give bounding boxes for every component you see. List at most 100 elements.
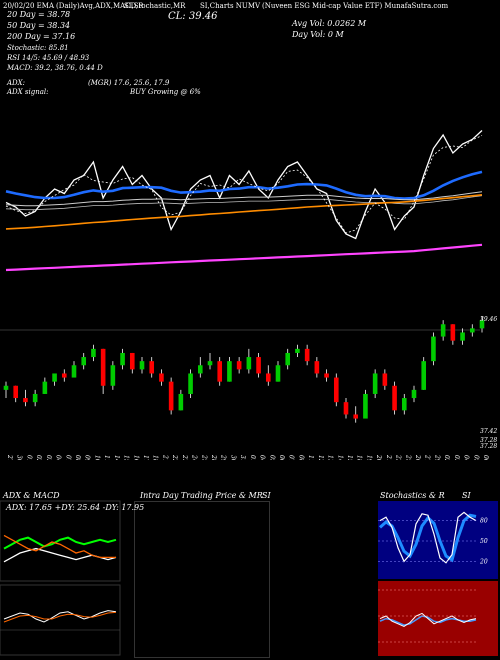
candle-body — [52, 373, 57, 382]
price-axis-label: 37.28 — [480, 443, 497, 450]
candle-body — [265, 373, 271, 382]
candle-body — [188, 373, 193, 394]
date-tick-label: 13 Nov — [327, 455, 334, 460]
date-tick-label: 24 Oct — [191, 454, 198, 460]
date-tick-label: 03 Dec — [453, 455, 460, 460]
adx-values: (MGR) 17.6, 25.6, 17.9 — [88, 79, 170, 87]
stoch-level-label: 20 — [479, 558, 488, 565]
candle-body — [450, 324, 456, 341]
date-tick-label: 15 Oct — [123, 455, 130, 460]
date-tick-label: 28 Oct — [210, 454, 217, 460]
candle-body — [42, 381, 48, 394]
macd-box — [0, 584, 121, 656]
stoch-level-label: 80 — [480, 518, 488, 525]
candle-body — [217, 361, 223, 382]
price-smooth-line — [5, 135, 483, 234]
candle-body — [207, 361, 213, 366]
date-tick-label: 20 Nov — [375, 454, 382, 460]
candle-body — [440, 324, 446, 337]
adx-box — [0, 500, 121, 582]
candle-body — [401, 398, 407, 411]
candle-body — [431, 336, 436, 362]
date-tick-label: 30 Sep — [16, 455, 23, 460]
date-tick-label: 16 Oct — [132, 455, 139, 460]
rsi-fast-line — [379, 612, 477, 627]
ema-slow-line — [5, 243, 483, 272]
date-tick-label: 04 Dec — [463, 455, 470, 460]
price-line — [5, 130, 483, 240]
date-tick-label: 15 Nov — [346, 455, 353, 460]
candle-body — [3, 385, 9, 390]
date-tick-label: 18 Oct — [152, 455, 159, 460]
candle-body — [460, 332, 465, 341]
candle-body — [110, 365, 116, 386]
stoch-level-label: 50 — [480, 538, 488, 545]
candle-body — [236, 361, 242, 370]
candle-body — [149, 361, 155, 374]
adx-signal-value: BUY Growing @ 6% — [130, 88, 201, 96]
date-tick-label: 22 Nov — [395, 454, 402, 460]
ma50-readout: 50 Day = 38.34 — [7, 21, 71, 30]
date-tick-label: 18 Nov — [356, 455, 363, 460]
date-tick-label: 11 Nov — [307, 455, 314, 460]
date-tick-label: 04 Nov — [259, 455, 266, 460]
stochastic-readout: Stochastic: 85.81 — [7, 44, 69, 52]
candle-body — [285, 352, 291, 366]
date-tick-label: 27 Nov — [424, 454, 431, 460]
candle-body — [178, 393, 184, 411]
date-tick-label: 05 Dec — [472, 455, 479, 460]
macd-signal-line — [3, 611, 117, 623]
date-tick-label: 08 Oct — [74, 455, 81, 460]
date-tick-label: 29 Oct — [220, 454, 227, 460]
date-tick-label: 06 Dec — [482, 455, 489, 460]
candle-body — [411, 389, 417, 399]
date-tick-label: 14 Oct — [113, 455, 120, 460]
adx-label: ADX: — [7, 79, 26, 87]
candle-body — [139, 361, 145, 370]
stoch-slow-line — [378, 513, 477, 563]
date-tick-label: 10 Oct — [93, 455, 100, 460]
date-tick-label: 02 Oct — [35, 455, 42, 460]
ema-mid-line — [5, 194, 483, 230]
candle-body — [479, 320, 485, 329]
date-tick-label: 19 Nov — [365, 455, 372, 460]
price-axis-label: 37.42 — [480, 428, 497, 435]
date-tick-label: 17 Oct — [142, 455, 149, 460]
candle-body — [13, 385, 19, 399]
adx-signal-label: ADX signal: — [7, 88, 49, 96]
candle-body — [61, 373, 67, 378]
candle-body — [91, 348, 96, 358]
date-tick-label: 21 Nov — [385, 454, 392, 460]
candle-body — [372, 373, 378, 394]
ema-fast-line — [5, 170, 483, 200]
candle-body — [343, 402, 349, 415]
date-tick-label: 02 Dec — [443, 455, 450, 460]
header-ema-label: 20/02/20 EMA — [3, 2, 54, 10]
candle-body — [295, 348, 300, 353]
date-tick-label: 04 Oct — [55, 455, 62, 460]
plus-dy-line — [3, 536, 117, 550]
intraday-panel — [134, 501, 270, 658]
date-tick-label: 23 Oct — [181, 454, 188, 460]
date-tick-label: 25 Nov — [404, 454, 411, 460]
ma200-readout: 200 Day = 37.16 — [7, 32, 76, 41]
candle-body — [32, 393, 38, 403]
candle-body — [246, 357, 252, 370]
date-tick-label: 08 Nov — [297, 455, 304, 460]
candle-body — [314, 361, 320, 374]
date-tick-label: 03 Oct — [45, 455, 52, 460]
rsi-readout: RSI 14/5: 45.69 / 48.93 — [7, 54, 90, 62]
candle-body — [275, 365, 281, 382]
date-tick-label: 26 Nov — [414, 454, 421, 460]
candle-body — [129, 352, 135, 370]
date-tick-label: 29 Nov — [433, 454, 440, 460]
candle-body — [421, 361, 427, 390]
date-tick-label: 11 Oct — [103, 455, 110, 460]
date-tick-label: 01 Oct — [25, 455, 32, 460]
price-axis-label: 37.28 — [480, 437, 497, 444]
header-stochastic-label: SI,Stochastic,MR — [124, 2, 186, 10]
candle-body — [227, 361, 232, 382]
candle-body — [304, 348, 310, 362]
